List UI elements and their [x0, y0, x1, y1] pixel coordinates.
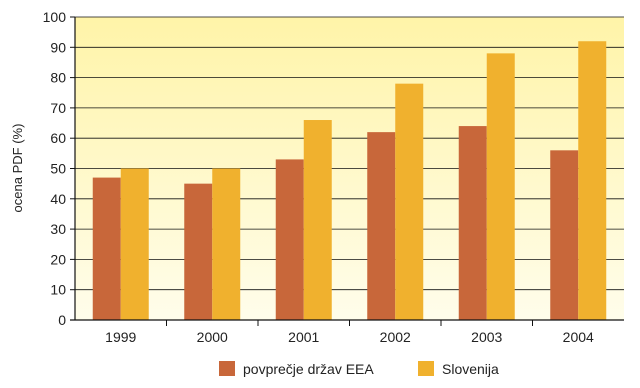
y-tick-label: 0: [58, 312, 66, 328]
bar-slovenija-2003: [486, 53, 515, 321]
y-tick-label: 80: [50, 70, 66, 86]
x-tick-label: 1999: [105, 329, 136, 345]
bar-eea-2004: [550, 150, 579, 320]
bar-eea-2003: [458, 126, 487, 320]
y-tick-label: 90: [50, 39, 66, 55]
y-tick-label: 10: [50, 282, 66, 298]
bar-eea-2000: [184, 183, 213, 320]
bar-slovenija-2001: [303, 120, 332, 321]
x-tick-label: 2000: [197, 329, 228, 345]
bar-slovenija-2004: [578, 41, 607, 321]
y-tick-label: 100: [43, 9, 67, 25]
y-axis-label: ocena PDF (%): [10, 124, 25, 213]
bar-slovenija-1999: [120, 168, 149, 320]
bar-eea-2002: [367, 132, 396, 320]
y-tick-label: 40: [50, 191, 66, 207]
x-tick-label: 2004: [563, 329, 594, 345]
y-tick-label: 70: [50, 100, 66, 116]
y-tick-label: 60: [50, 130, 66, 146]
x-tick-label: 2002: [380, 329, 411, 345]
x-tick-label: 2001: [288, 329, 319, 345]
y-tick-label: 50: [50, 161, 66, 177]
bar-slovenija-2002: [395, 83, 424, 320]
y-tick-label: 30: [50, 221, 66, 237]
bar-slovenija-2000: [212, 168, 241, 320]
legend-label-eea: povprečje držav EEA: [243, 361, 374, 377]
y-tick-label: 20: [50, 251, 66, 267]
legend-swatch-eea: [219, 361, 235, 376]
bar-eea-1999: [92, 177, 121, 320]
x-tick-label: 2003: [471, 329, 502, 345]
legend-swatch-slovenija: [418, 361, 434, 376]
legend-label-slovenija: Slovenija: [442, 361, 499, 377]
bar-eea-2001: [275, 159, 304, 320]
